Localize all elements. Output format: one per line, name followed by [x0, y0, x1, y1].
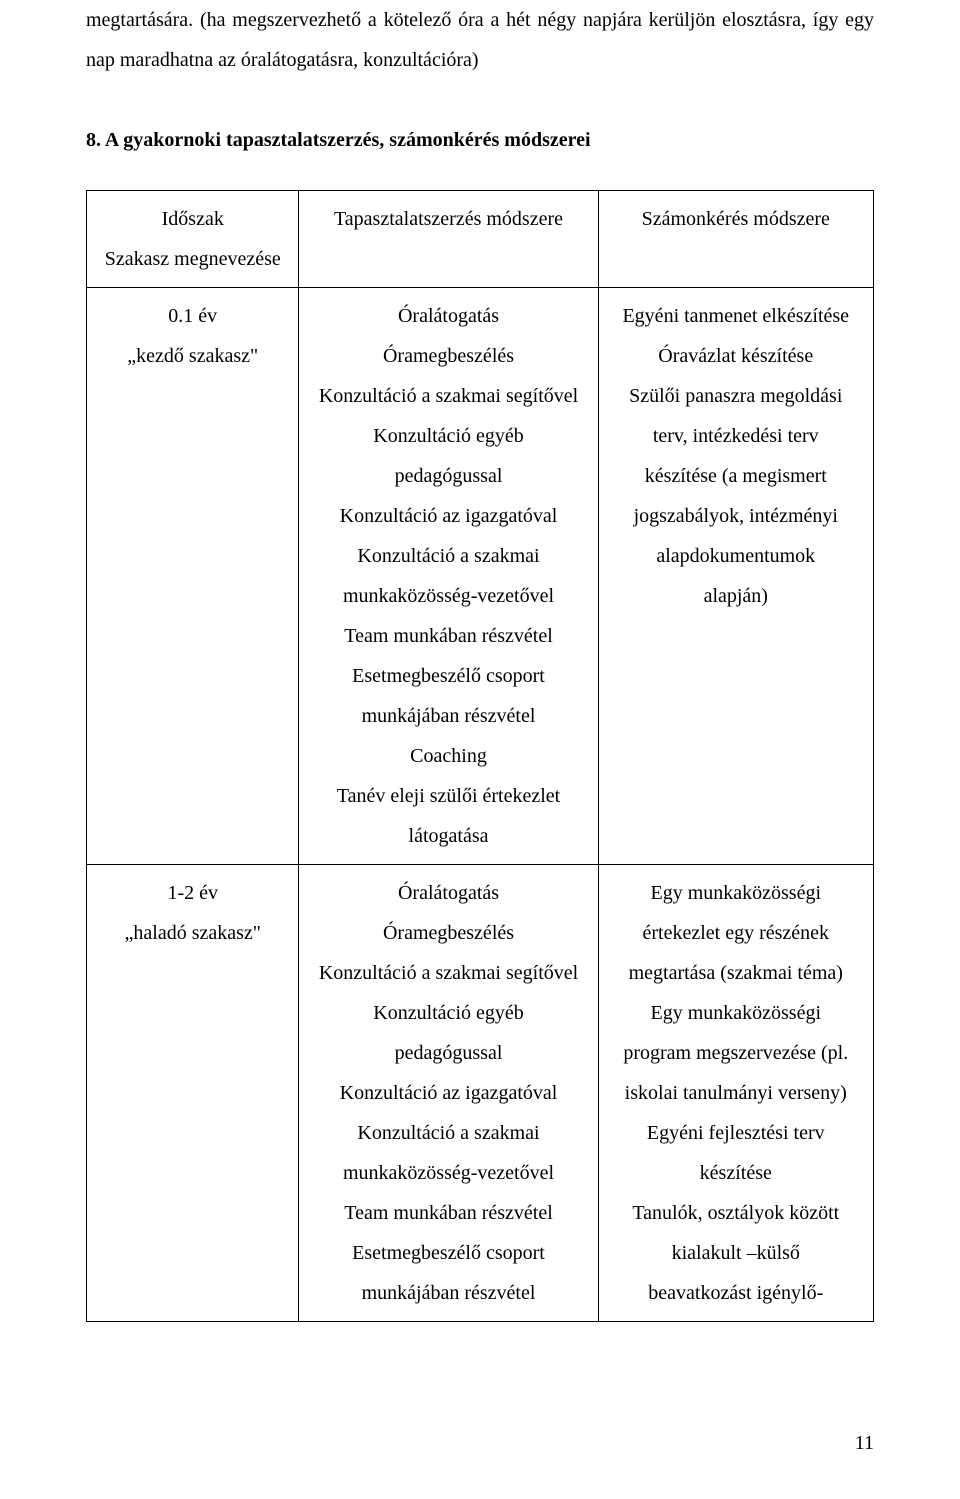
row2-col1-line2: „haladó szakasz" [97, 913, 288, 953]
cell-text: Team munkában részvétel [309, 616, 587, 656]
cell-text: jogszabályok, intézményi [609, 496, 863, 536]
cell-text: Tanulók, osztályok között [609, 1193, 863, 1233]
cell-text: készítése [609, 1153, 863, 1193]
cell-text: készítése (a megismert [609, 456, 863, 496]
methods-table: Időszak Szakasz megnevezése Tapasztalats… [86, 190, 874, 1322]
cell-text: alapdokumentumok [609, 536, 863, 576]
row1-col1: 0.1 év „kezdő szakasz" [87, 288, 299, 865]
row1-col1-line2: „kezdő szakasz" [97, 336, 288, 376]
header-col1-line1: Időszak [97, 199, 288, 239]
table-row: 0.1 év „kezdő szakasz" Óralátogatás Óram… [87, 288, 874, 865]
row2-col1: 1-2 év „haladó szakasz" [87, 865, 299, 1322]
cell-text: Konzultáció egyéb [309, 993, 587, 1033]
cell-text: munkaközösség-vezetővel [309, 1153, 587, 1193]
table-row: 1-2 év „haladó szakasz" Óralátogatás Óra… [87, 865, 874, 1322]
cell-text: Óralátogatás [309, 296, 587, 336]
cell-text: Esetmegbeszélő csoport [309, 1233, 587, 1273]
cell-text: pedagógussal [309, 1033, 587, 1073]
header-col1-line2: Szakasz megnevezése [97, 239, 288, 279]
cell-text: Egyéni fejlesztési terv [609, 1113, 863, 1153]
cell-text: pedagógussal [309, 456, 587, 496]
cell-text: megtartása (szakmai téma) [609, 953, 863, 993]
cell-text: Team munkában részvétel [309, 1193, 587, 1233]
cell-text: értekezlet egy részének [609, 913, 863, 953]
cell-text: látogatása [309, 816, 587, 856]
table-header-row: Időszak Szakasz megnevezése Tapasztalats… [87, 191, 874, 288]
cell-text: Esetmegbeszélő csoport [309, 656, 587, 696]
cell-text: alapján) [609, 576, 863, 616]
row2-col1-line1: 1-2 év [97, 873, 288, 913]
cell-text: program megszervezése (pl. [609, 1033, 863, 1073]
cell-text: munkájában részvétel [309, 1273, 587, 1313]
cell-text: Konzultáció a szakmai segítővel [309, 376, 587, 416]
cell-text: beavatkozást igénylő- [609, 1273, 863, 1313]
header-col1: Időszak Szakasz megnevezése [87, 191, 299, 288]
cell-text: munkaközösség-vezetővel [309, 576, 587, 616]
cell-text: kialakult –külső [609, 1233, 863, 1273]
cell-text: Coaching [309, 736, 587, 776]
header-col3: Számonkérés módszere [598, 191, 873, 288]
cell-text: Konzultáció egyéb [309, 416, 587, 456]
page-number: 11 [855, 1423, 874, 1463]
cell-text: Egy munkaközösségi [609, 873, 863, 913]
cell-text: iskolai tanulmányi verseny) [609, 1073, 863, 1113]
cell-text: Óralátogatás [309, 873, 587, 913]
row2-col3: Egy munkaközösségi értekezlet egy részén… [598, 865, 873, 1322]
row2-col2: Óralátogatás Óramegbeszélés Konzultáció … [299, 865, 598, 1322]
cell-text: Konzultáció a szakmai [309, 1113, 587, 1153]
cell-text: Konzultáció a szakmai [309, 536, 587, 576]
cell-text: Óramegbeszélés [309, 913, 587, 953]
intro-paragraph: megtartására. (ha megszervezhető a kötel… [86, 0, 874, 80]
cell-text: Konzultáció az igazgatóval [309, 496, 587, 536]
cell-text: Tanév eleji szülői értekezlet [309, 776, 587, 816]
row1-col3: Egyéni tanmenet elkészítése Óravázlat ké… [598, 288, 873, 865]
cell-text: terv, intézkedési terv [609, 416, 863, 456]
cell-text: Óramegbeszélés [309, 336, 587, 376]
cell-text: Egyéni tanmenet elkészítése [609, 296, 863, 336]
cell-text: Szülői panaszra megoldási [609, 376, 863, 416]
cell-text: Konzultáció a szakmai segítővel [309, 953, 587, 993]
section-heading: 8. A gyakornoki tapasztalatszerzés, szám… [86, 120, 874, 160]
row1-col1-line1: 0.1 év [97, 296, 288, 336]
row1-col2: Óralátogatás Óramegbeszélés Konzultáció … [299, 288, 598, 865]
cell-text: munkájában részvétel [309, 696, 587, 736]
header-col2: Tapasztalatszerzés módszere [299, 191, 598, 288]
cell-text: Egy munkaközösségi [609, 993, 863, 1033]
cell-text: Óravázlat készítése [609, 336, 863, 376]
cell-text: Konzultáció az igazgatóval [309, 1073, 587, 1113]
